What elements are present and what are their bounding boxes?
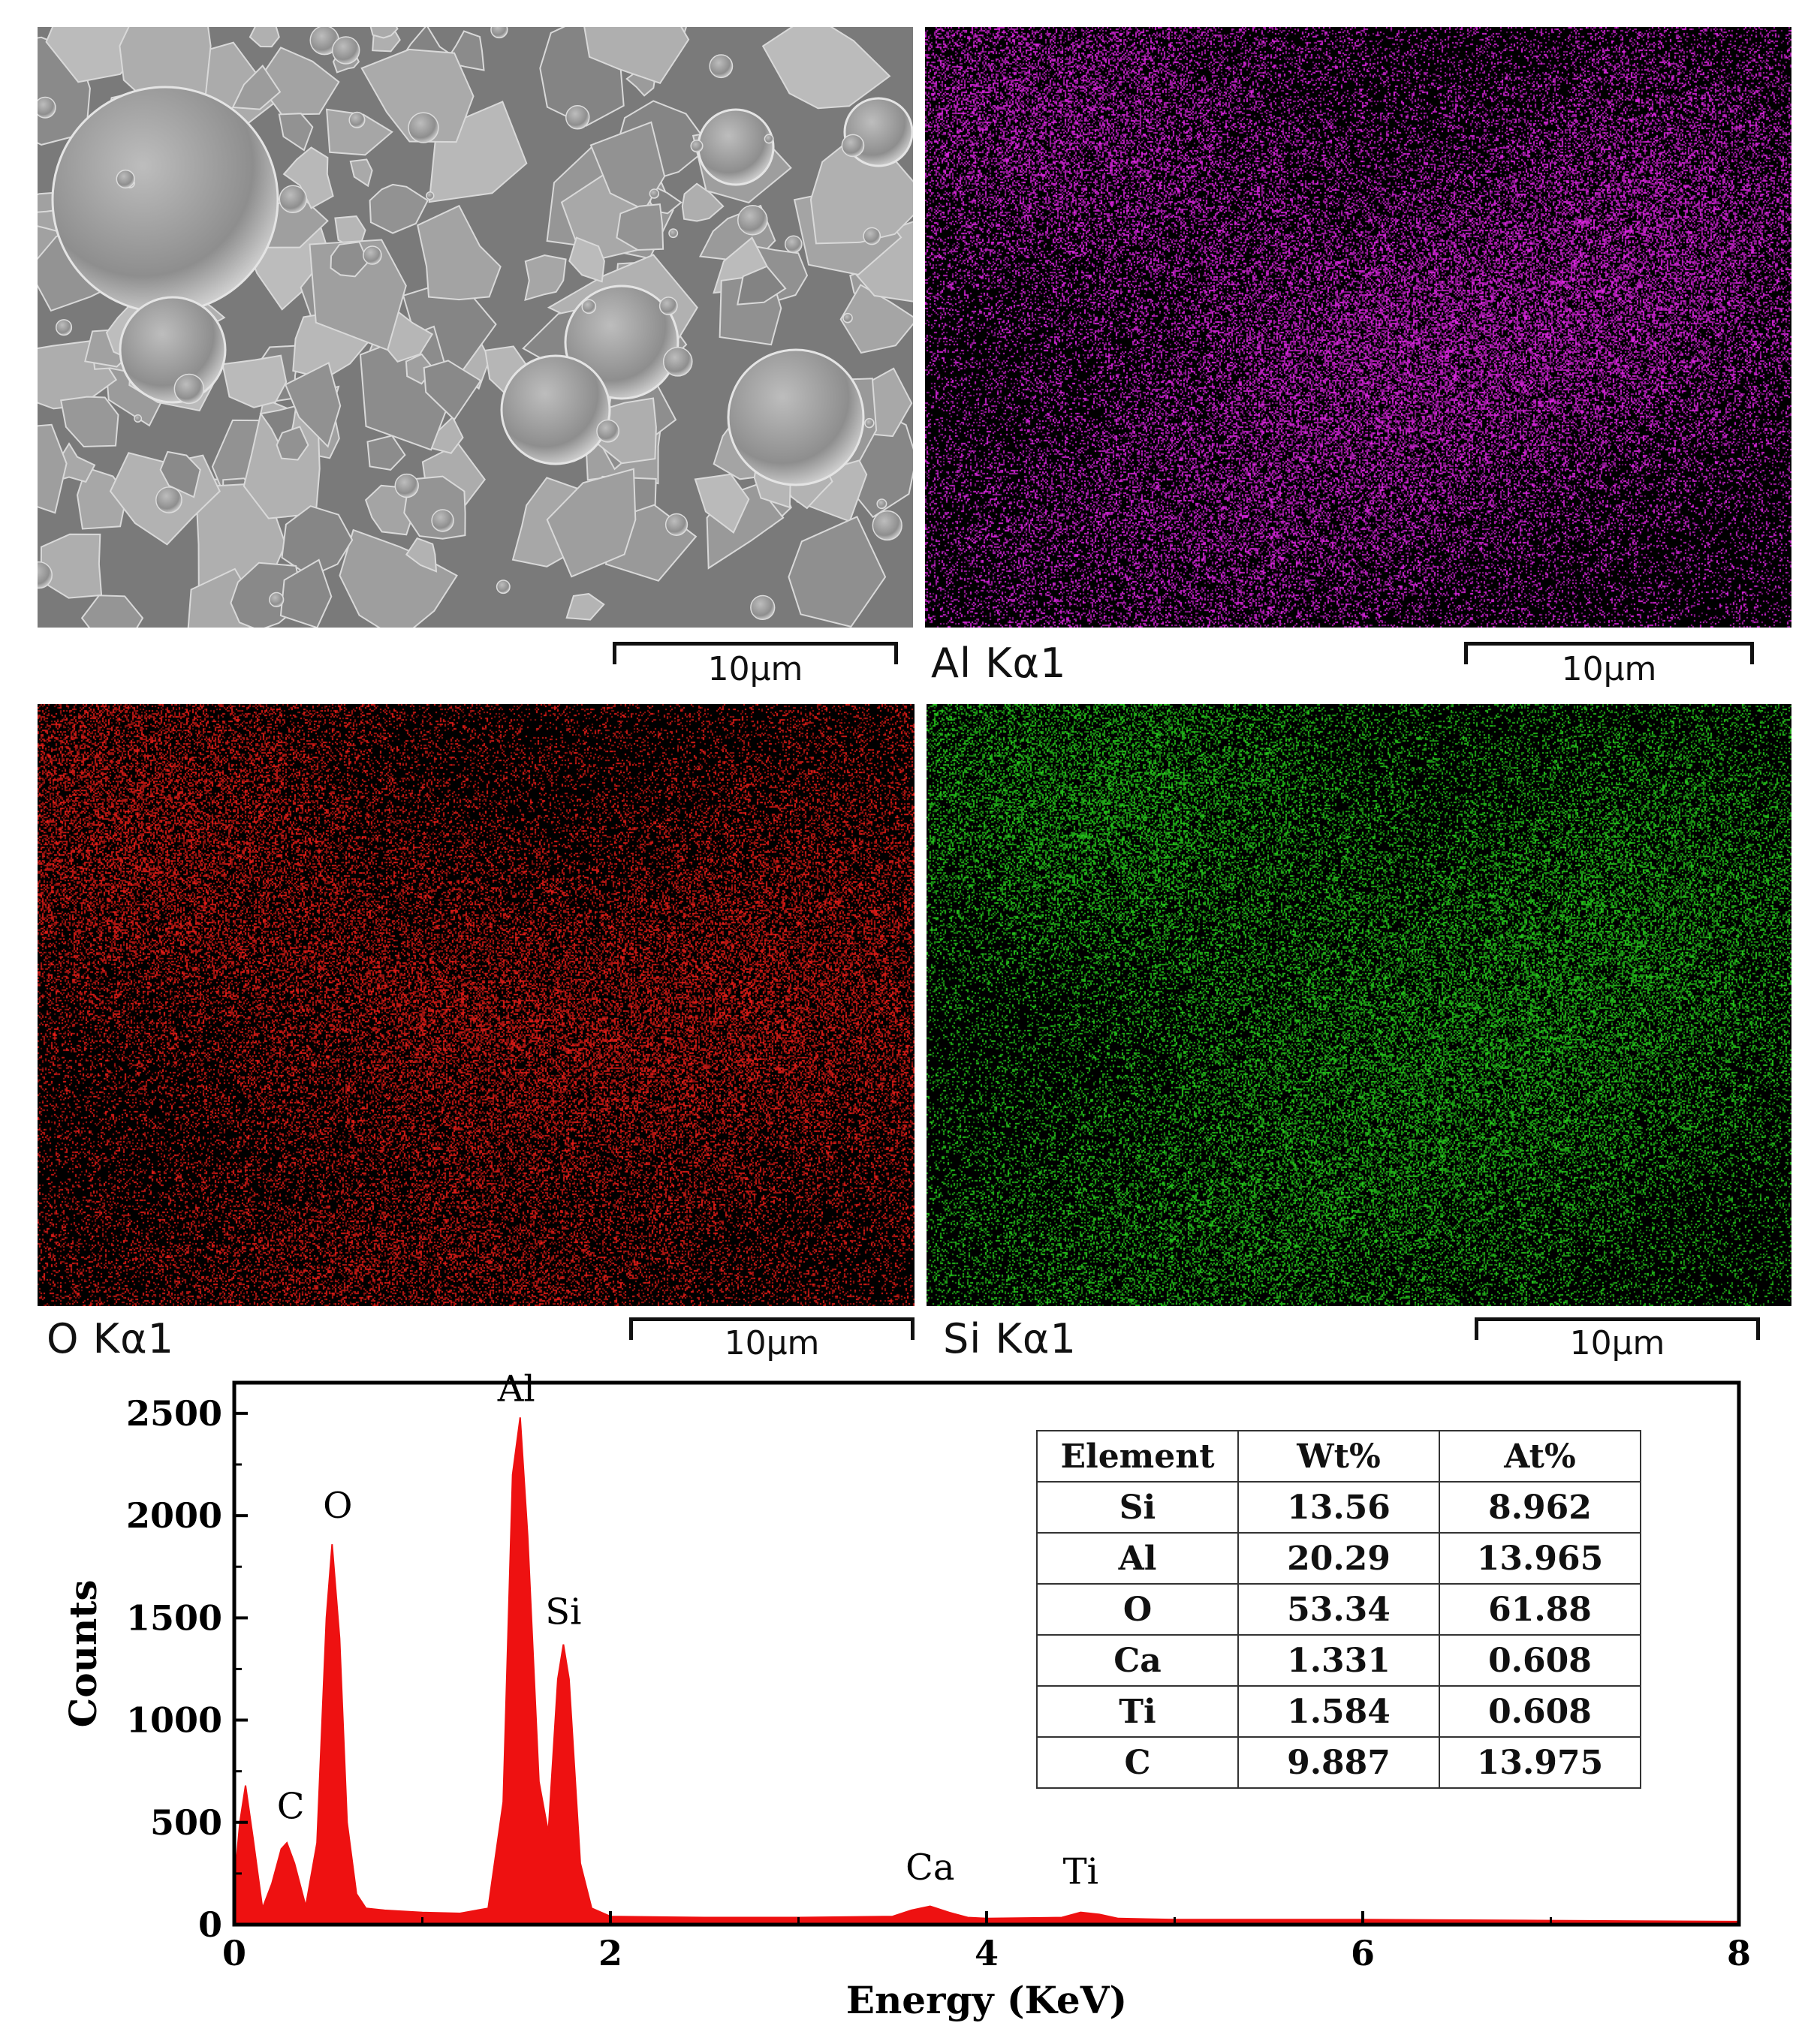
peak-label: Si (545, 1591, 581, 1633)
spectrum-area (234, 1417, 1740, 1925)
si-map-canvas (927, 704, 1791, 1306)
x-tick-label: 0 (222, 1933, 246, 1973)
table-row: Ca 1.331 0.608 (1036, 1634, 1641, 1687)
table-cell: 61.88 (1439, 1583, 1641, 1636)
peak-label: O (323, 1485, 352, 1527)
table-cell: 0.608 (1439, 1634, 1641, 1687)
scale-text-sem: 10μm (707, 650, 803, 688)
table-cell: 20.29 (1237, 1532, 1440, 1585)
table-cell: 13.975 (1439, 1736, 1641, 1789)
o-map-canvas (38, 704, 915, 1306)
table-cell: 53.34 (1237, 1583, 1440, 1636)
o-map (38, 704, 915, 1306)
y-tick-label: 1000 (126, 1700, 222, 1741)
x-tick-label: 2 (598, 1933, 622, 1973)
si-map (927, 704, 1791, 1306)
sem-image (38, 27, 913, 628)
table-cell: Ca (1036, 1634, 1239, 1687)
y-tick-label: 2500 (126, 1393, 222, 1434)
x-axis-label: Energy (KeV) (846, 1978, 1127, 2022)
al-map-label: Al Kα1 (931, 640, 1067, 687)
table-row: Si 13.56 8.962 (1036, 1481, 1641, 1534)
table-header-cell: Element (1036, 1430, 1239, 1483)
al-map-canvas (925, 27, 1791, 628)
y-tick-label: 0 (198, 1904, 222, 1945)
table-cell: 13.56 (1237, 1481, 1440, 1534)
composition-table: Element Wt% At% Si 13.56 8.962 Al 20.29 … (1036, 1430, 1641, 1789)
sem-micrograph (38, 27, 913, 628)
table-row: Al 20.29 13.965 (1036, 1532, 1641, 1585)
scale-text-o: 10μm (724, 1324, 820, 1362)
x-tick-label: 4 (975, 1933, 999, 1973)
table-cell: 1.331 (1237, 1634, 1440, 1687)
table-cell: Ti (1036, 1685, 1239, 1738)
table-cell: Al (1036, 1532, 1239, 1585)
al-map (925, 27, 1791, 628)
scale-text-al: 10μm (1561, 650, 1657, 688)
x-tick-label: 8 (1727, 1933, 1751, 1973)
table-cell: 1.584 (1237, 1685, 1440, 1738)
peak-label: Al (497, 1368, 535, 1410)
peak-label: Ca (905, 1847, 954, 1889)
table-cell: Si (1036, 1481, 1239, 1534)
o-map-label: O Kα1 (47, 1315, 175, 1362)
table-row: C 9.887 13.975 (1036, 1736, 1641, 1789)
y-tick-label: 2000 (126, 1495, 222, 1536)
table-header-cell: Wt% (1237, 1430, 1440, 1483)
scale-bar-al (1464, 642, 1754, 664)
y-axis-label: Counts (61, 1579, 105, 1727)
table-cell: O (1036, 1583, 1239, 1636)
table-cell: 13.965 (1439, 1532, 1641, 1585)
x-tick-label: 6 (1351, 1933, 1375, 1973)
y-tick-label: 1500 (126, 1597, 222, 1638)
table-cell: C (1036, 1736, 1239, 1789)
table-cell: 0.608 (1439, 1685, 1641, 1738)
table-row: Ti 1.584 0.608 (1036, 1685, 1641, 1738)
eds-spectrum-chart: 0 2 4 6 8 0 500 1000 1500 2000 2500 Energy (KeV) Cou… (61, 1368, 1751, 2022)
y-tick-label: 500 (150, 1802, 222, 1843)
scale-text-si: 10μm (1569, 1324, 1665, 1362)
scale-bar-si (1475, 1317, 1760, 1340)
si-map-label: Si Kα1 (943, 1315, 1077, 1362)
table-cell: 8.962 (1439, 1481, 1641, 1534)
table-header-row: Element Wt% At% (1036, 1430, 1641, 1483)
peak-label: Ti (1063, 1851, 1098, 1893)
scale-bar-sem (613, 642, 898, 664)
scale-bar-o (629, 1317, 915, 1340)
table-row: O 53.34 61.88 (1036, 1583, 1641, 1636)
table-cell: 9.887 (1237, 1736, 1440, 1789)
peak-label: C (277, 1785, 305, 1827)
table-header-cell: At% (1439, 1430, 1641, 1483)
